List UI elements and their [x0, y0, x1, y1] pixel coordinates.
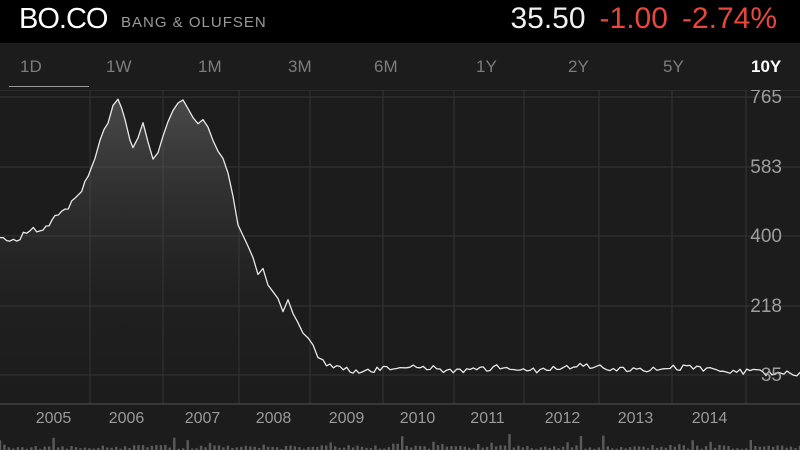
- svg-text:218: 218: [750, 296, 782, 317]
- svg-text:2013: 2013: [618, 410, 654, 427]
- svg-text:2011: 2011: [470, 410, 505, 427]
- svg-text:2009: 2009: [329, 410, 365, 427]
- svg-text:765: 765: [750, 90, 782, 108]
- svg-text:583: 583: [750, 157, 782, 178]
- svg-text:2012: 2012: [545, 410, 581, 427]
- svg-text:35: 35: [761, 365, 782, 386]
- svg-text:2010: 2010: [400, 410, 436, 427]
- svg-text:2008: 2008: [256, 410, 292, 427]
- svg-text:2007: 2007: [185, 410, 221, 427]
- svg-text:400: 400: [750, 226, 782, 247]
- svg-text:2005: 2005: [36, 410, 72, 427]
- svg-text:2006: 2006: [109, 410, 145, 427]
- svg-text:2014: 2014: [692, 410, 728, 427]
